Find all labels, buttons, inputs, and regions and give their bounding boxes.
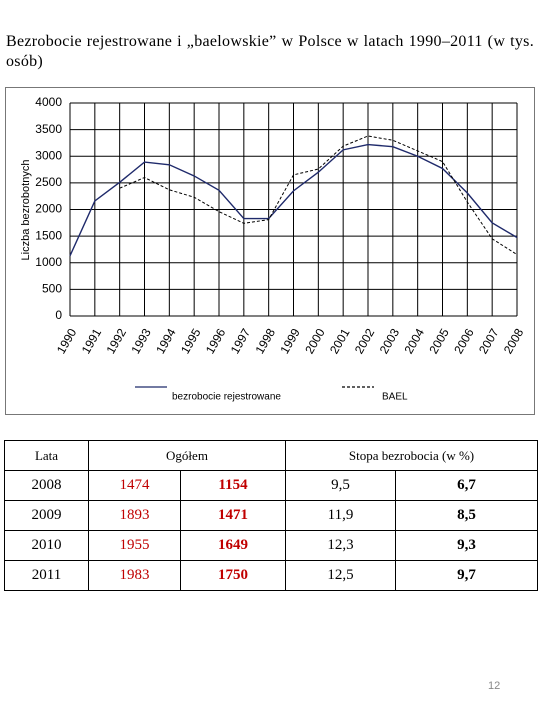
table-row: 2009 1893 1471 11,9 8,5: [4, 500, 538, 531]
table-cell: Ogółem: [88, 440, 286, 471]
table-cell: 1955: [88, 530, 181, 561]
table-cell: 1474: [88, 470, 181, 501]
page-number: 12: [488, 680, 501, 692]
y-tick-label: 2000: [35, 202, 62, 216]
table-cell: 1471: [180, 500, 286, 531]
x-tick-label: 1999: [277, 326, 303, 356]
x-tick-label: 2003: [377, 326, 403, 356]
y-tick-label: 0: [55, 308, 62, 322]
x-tick-label: 1997: [228, 326, 254, 356]
table-cell: 12,3: [285, 530, 396, 561]
y-tick-label: 500: [42, 282, 62, 296]
table-cell: 1154: [180, 470, 286, 501]
x-tick-label: 1996: [203, 326, 229, 356]
table-cell: 2010: [4, 530, 89, 561]
y-tick-label: 4000: [35, 95, 62, 109]
x-tick-label: 1992: [104, 326, 130, 356]
x-tick-label: 1994: [153, 326, 179, 356]
table-cell: 6,7: [395, 470, 538, 501]
table-row: 2010 1955 1649 12,3 9,3: [4, 530, 538, 561]
x-tick-label: 1990: [54, 326, 80, 356]
legend-label: BAEL: [382, 392, 408, 403]
x-tick-label: 2008: [501, 326, 527, 356]
y-tick-label: 2500: [35, 175, 62, 189]
y-tick-label: 3500: [35, 122, 62, 136]
table-cell: 1893: [88, 500, 181, 531]
table-cell: 9,3: [395, 530, 538, 561]
y-tick-label: 3000: [35, 148, 62, 162]
series-line: [69, 143, 518, 257]
legend-label: bezrobocie rejestrowane: [172, 392, 281, 403]
x-tick-label: 2001: [327, 326, 353, 356]
table-cell: 11,9: [285, 500, 396, 531]
x-tick-label: 1993: [128, 326, 154, 356]
table-row: 2008 1474 1154 9,5 6,7: [4, 470, 538, 501]
y-tick-label: 1500: [35, 228, 62, 242]
table-cell: 9,5: [285, 470, 396, 501]
x-tick-label: 2007: [476, 326, 502, 356]
table-cell: Stopa bezrobocia (w %): [285, 440, 538, 471]
header-row: Lata Ogółem Stopa bezrobocia (w %): [4, 440, 538, 471]
table-cell: 9,7: [395, 560, 538, 591]
x-tick-label: 2005: [426, 326, 452, 356]
y-tick-label: 1000: [35, 255, 62, 269]
x-tick-label: 2002: [352, 326, 378, 356]
table-cell: 1649: [180, 530, 286, 561]
x-tick-label: 1991: [79, 326, 105, 356]
table-cell: Lata: [4, 440, 89, 471]
x-tick-label: 1995: [178, 326, 204, 356]
title: Bezrobocie rejestrowane i „baelowskie” w…: [6, 33, 534, 70]
data-table: Lata Ogółem Stopa bezrobocia (w %) 2008 1474…: [4, 440, 538, 591]
x-tick-label: 2004: [402, 326, 428, 356]
table-row: 2011 1983 1750 12,5 9,7: [4, 560, 538, 591]
x-tick-label: 2000: [302, 326, 328, 356]
table-cell: 8,5: [395, 500, 538, 531]
x-tick-label: 1998: [253, 326, 279, 356]
series-line: [119, 135, 518, 255]
table-cell: 1750: [180, 560, 286, 591]
table-cell: 1983: [88, 560, 181, 591]
table-cell: 2009: [4, 500, 89, 531]
table-cell: 12,5: [285, 560, 396, 591]
y-axis-label: Liczba bezrobotnych: [20, 160, 32, 261]
table-cell: 2011: [4, 560, 89, 591]
chart: 0 500 1000 1500 2000 2500 3000 3500 4000 1990 1991…: [20, 95, 527, 403]
chart-frame: [5, 87, 535, 415]
table-cell: 2008: [4, 470, 89, 501]
x-tick-label: 2006: [451, 326, 477, 356]
